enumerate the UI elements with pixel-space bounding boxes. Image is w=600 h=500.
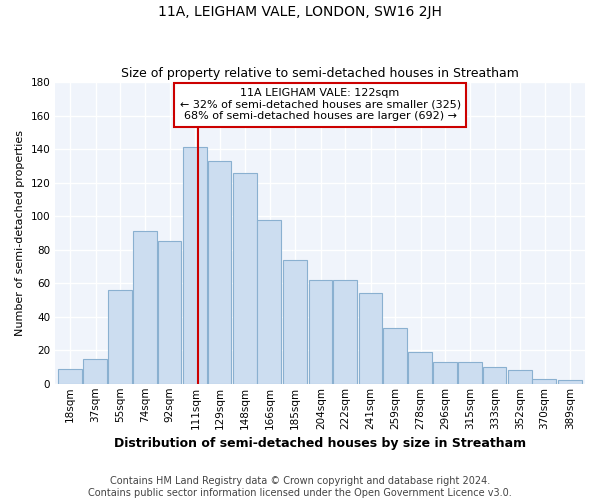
Bar <box>333 280 357 384</box>
Bar <box>83 358 107 384</box>
Bar <box>233 172 257 384</box>
Bar <box>458 362 482 384</box>
Bar <box>308 280 332 384</box>
Text: Contains HM Land Registry data © Crown copyright and database right 2024.
Contai: Contains HM Land Registry data © Crown c… <box>88 476 512 498</box>
Bar <box>208 161 232 384</box>
Text: 11A, LEIGHAM VALE, LONDON, SW16 2JH: 11A, LEIGHAM VALE, LONDON, SW16 2JH <box>158 5 442 19</box>
Title: Size of property relative to semi-detached houses in Streatham: Size of property relative to semi-detach… <box>121 66 519 80</box>
Bar <box>508 370 532 384</box>
Bar <box>183 148 207 384</box>
Bar <box>558 380 582 384</box>
Bar <box>409 352 432 384</box>
Text: 11A LEIGHAM VALE: 122sqm
← 32% of semi-detached houses are smaller (325)
68% of : 11A LEIGHAM VALE: 122sqm ← 32% of semi-d… <box>179 88 461 122</box>
Y-axis label: Number of semi-detached properties: Number of semi-detached properties <box>15 130 25 336</box>
Bar <box>257 220 281 384</box>
Bar <box>383 328 407 384</box>
Bar <box>532 378 556 384</box>
Bar <box>133 231 157 384</box>
Bar <box>283 260 307 384</box>
Bar <box>482 367 506 384</box>
Bar <box>108 290 131 384</box>
Bar <box>158 242 181 384</box>
Bar <box>58 368 82 384</box>
X-axis label: Distribution of semi-detached houses by size in Streatham: Distribution of semi-detached houses by … <box>114 437 526 450</box>
Bar <box>359 294 382 384</box>
Bar <box>433 362 457 384</box>
